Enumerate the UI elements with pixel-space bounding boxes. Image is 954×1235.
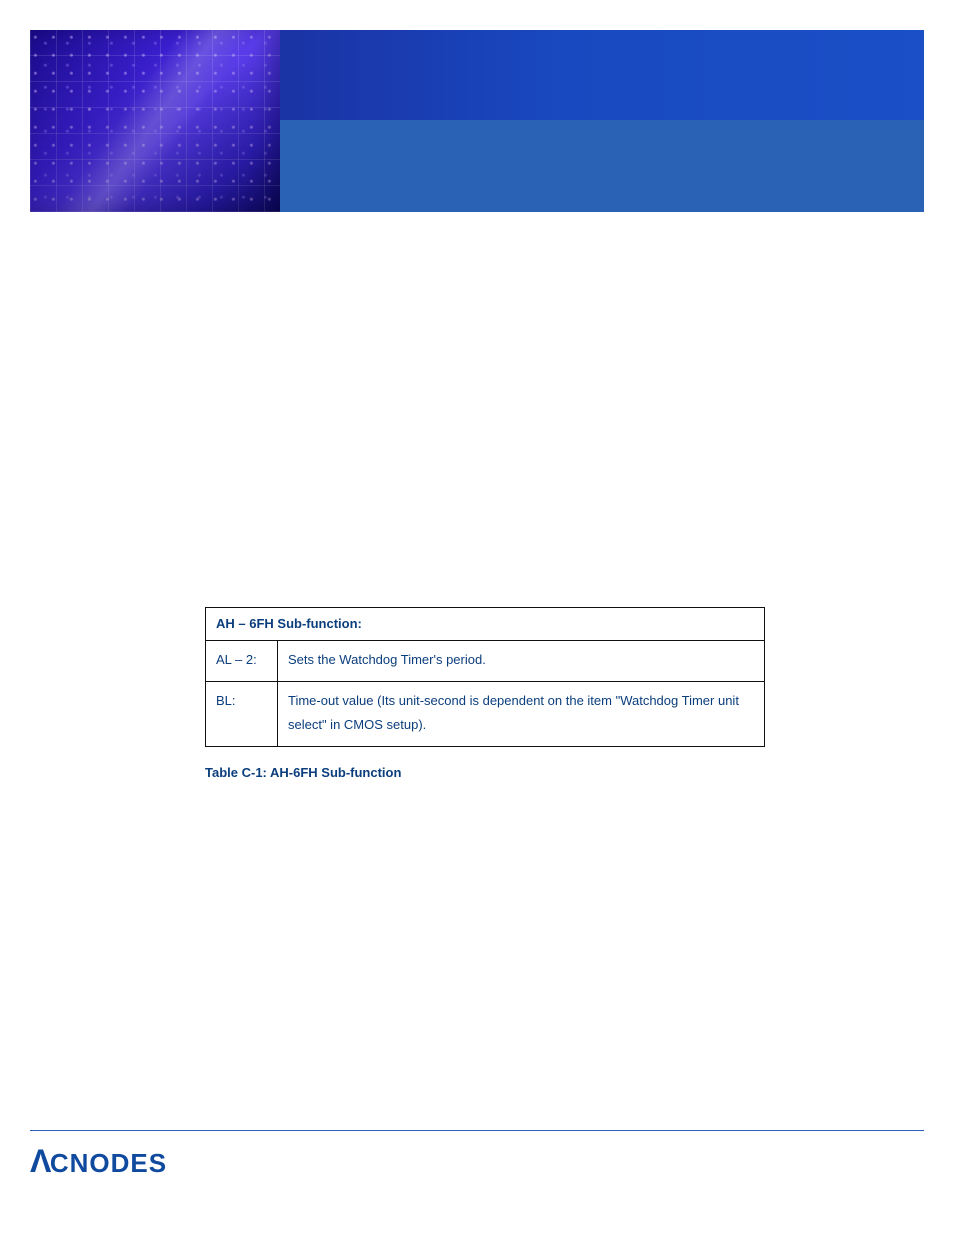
row-key: AL – 2:	[206, 641, 278, 682]
footer-rule	[30, 1130, 924, 1131]
page: AH – 6FH Sub-function: AL – 2: Sets the …	[0, 0, 954, 1235]
page-footer: Λ CNODES	[30, 1130, 924, 1180]
subfunction-table-wrap: AH – 6FH Sub-function: AL – 2: Sets the …	[205, 607, 765, 780]
table-header-row: AH – 6FH Sub-function:	[206, 608, 765, 641]
subfunction-table: AH – 6FH Sub-function: AL – 2: Sets the …	[205, 607, 765, 747]
row-desc: Sets the Watchdog Timer's period.	[278, 641, 765, 682]
content-area: AH – 6FH Sub-function: AL – 2: Sets the …	[30, 607, 924, 780]
table-row: BL: Time-out value (Its unit-second is d…	[206, 681, 765, 746]
logo-lambda-icon: Λ	[30, 1143, 52, 1180]
row-key: BL:	[206, 681, 278, 746]
header-banner	[30, 30, 924, 212]
table-caption: Table C-1: AH-6FH Sub-function	[205, 765, 765, 780]
row-desc: Time-out value (Its unit-second is depen…	[278, 681, 765, 746]
logo-text: CNODES	[50, 1148, 167, 1179]
table-title: AH – 6FH Sub-function:	[206, 608, 765, 641]
circuit-board-image	[30, 30, 280, 212]
table-row: AL – 2: Sets the Watchdog Timer's period…	[206, 641, 765, 682]
acnodes-logo: Λ CNODES	[30, 1143, 167, 1180]
